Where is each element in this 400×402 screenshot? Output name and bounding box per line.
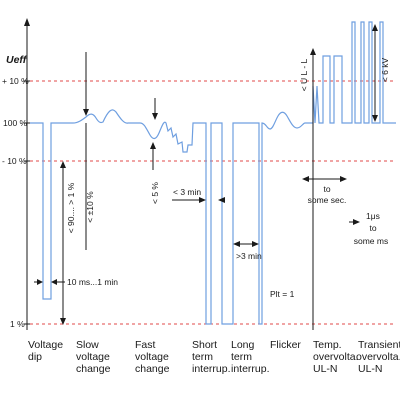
transient-some-ms: some ms	[354, 236, 388, 246]
fast-change-arrowhead-top	[152, 113, 158, 120]
category-short-term-interruption: Short term interrup.	[192, 339, 231, 375]
short-interrupt-label: < 3 min	[173, 187, 201, 197]
transient-kv-arrowhead-top	[372, 24, 378, 31]
svg-text:Fast: Fast	[135, 339, 156, 351]
svg-text:dip: dip	[28, 351, 42, 363]
svg-text:voltage: voltage	[76, 351, 110, 363]
svg-text:Temp.: Temp.	[313, 339, 342, 351]
dip-range-arrowhead-bottom	[60, 318, 66, 325]
svg-text:UL-N: UL-N	[313, 363, 338, 375]
svg-text:change: change	[76, 363, 111, 375]
svg-text:Slow: Slow	[76, 339, 99, 351]
slow-change-arrowhead	[83, 109, 89, 116]
dip-range-arrowhead-top	[60, 161, 66, 168]
fast-change-label: < 5 %	[150, 182, 160, 204]
fast-change-arrowhead-bottom	[150, 142, 156, 149]
svg-text:Transient: Transient	[358, 339, 400, 351]
tick-label-1: 1 %	[10, 319, 25, 329]
dip-duration-label: 10 ms...1 min	[67, 277, 118, 287]
category-temporary-overvoltage: Temp. overvolta. UL-N	[313, 339, 359, 375]
transient-us: 1μs	[366, 211, 380, 221]
temp-ov-to: to	[323, 184, 330, 194]
dip-duration-arrowhead-left	[37, 279, 43, 285]
tick-label-100: 100 %	[3, 118, 28, 128]
svg-text:overvolta.: overvolta.	[356, 351, 400, 363]
svg-text:overvolta.: overvolta.	[313, 351, 359, 363]
svg-text:Long: Long	[231, 339, 255, 351]
temp-ov-ul-label: < U L - L	[299, 58, 309, 91]
svg-text:Voltage: Voltage	[28, 339, 63, 351]
long-interrupt-arrowhead-left	[233, 241, 240, 247]
dip-range-label: < 90.... > 1 %	[66, 182, 76, 233]
flicker-plt-label: Plt = 1	[270, 289, 295, 299]
category-flicker: Flicker	[270, 339, 301, 351]
transient-kv-label: < 6 kV	[380, 58, 390, 83]
transient-duration-arrowhead	[353, 219, 360, 225]
temp-ov-duration-arrowhead-left	[302, 176, 309, 182]
long-interrupt-arrowhead-right	[252, 241, 259, 247]
svg-text:interrup.: interrup.	[192, 363, 231, 375]
category-voltage-dip: Voltage dip	[28, 339, 63, 363]
svg-text:term: term	[192, 351, 213, 363]
tick-label-plus10: + 10 %	[2, 76, 29, 86]
tick-label-minus10: - 10 %	[2, 156, 27, 166]
svg-text:voltage: voltage	[135, 351, 169, 363]
temp-ov-duration-arrowhead-right	[340, 176, 347, 182]
y-axis-title: Ueff	[6, 54, 28, 66]
transient-to: to	[369, 223, 376, 233]
category-slow-voltage-change: Slow voltage change	[76, 339, 111, 375]
short-interrupt-arrowhead	[199, 197, 206, 203]
transient-kv-arrowhead-bottom	[372, 115, 378, 122]
long-interrupt-label: >3 min	[236, 251, 262, 261]
short-interrupt-arrowhead-back	[218, 197, 225, 203]
svg-text:term: term	[231, 351, 252, 363]
y-axis-arrow	[24, 18, 30, 26]
svg-text:Short: Short	[192, 339, 217, 351]
svg-text:UL-N: UL-N	[358, 363, 383, 375]
svg-text:change: change	[135, 363, 170, 375]
category-long-term-interruption: Long term interrup.	[231, 339, 270, 375]
voltage-trace	[30, 21, 396, 325]
category-fast-voltage-change: Fast voltage change	[135, 339, 170, 375]
temp-ov-arrowhead	[310, 48, 316, 55]
slow-change-label: < ±10 %	[85, 191, 95, 223]
svg-text:interrup.: interrup.	[231, 363, 270, 375]
svg-text:Flicker: Flicker	[270, 339, 301, 351]
dip-duration-arrowhead-right	[51, 279, 57, 285]
category-transient-overvoltage: Transient overvolta. UL-N	[356, 339, 400, 375]
temp-ov-some-sec: some sec.	[308, 195, 347, 205]
